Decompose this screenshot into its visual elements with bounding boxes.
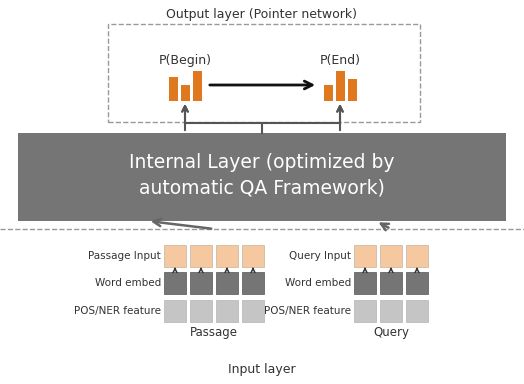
FancyBboxPatch shape bbox=[180, 85, 190, 101]
FancyBboxPatch shape bbox=[216, 245, 238, 267]
FancyBboxPatch shape bbox=[164, 245, 186, 267]
FancyBboxPatch shape bbox=[216, 272, 238, 294]
Text: POS/NER feature: POS/NER feature bbox=[74, 306, 161, 316]
FancyBboxPatch shape bbox=[169, 77, 178, 101]
FancyBboxPatch shape bbox=[190, 272, 212, 294]
Text: Word embed: Word embed bbox=[285, 278, 351, 288]
FancyBboxPatch shape bbox=[380, 300, 402, 322]
FancyBboxPatch shape bbox=[216, 300, 238, 322]
FancyBboxPatch shape bbox=[192, 71, 202, 101]
FancyBboxPatch shape bbox=[242, 272, 264, 294]
Text: Input layer: Input layer bbox=[228, 363, 296, 376]
FancyBboxPatch shape bbox=[335, 71, 344, 101]
FancyBboxPatch shape bbox=[164, 272, 186, 294]
FancyBboxPatch shape bbox=[380, 245, 402, 267]
FancyBboxPatch shape bbox=[406, 245, 428, 267]
FancyBboxPatch shape bbox=[190, 245, 212, 267]
FancyBboxPatch shape bbox=[347, 79, 356, 101]
Text: Word embed: Word embed bbox=[95, 278, 161, 288]
Text: POS/NER feature: POS/NER feature bbox=[264, 306, 351, 316]
Text: Output layer (Pointer network): Output layer (Pointer network) bbox=[167, 8, 357, 21]
FancyBboxPatch shape bbox=[242, 245, 264, 267]
FancyBboxPatch shape bbox=[18, 133, 506, 221]
FancyBboxPatch shape bbox=[354, 300, 376, 322]
FancyBboxPatch shape bbox=[164, 300, 186, 322]
Text: Query Input: Query Input bbox=[289, 251, 351, 261]
FancyBboxPatch shape bbox=[190, 300, 212, 322]
FancyBboxPatch shape bbox=[406, 300, 428, 322]
Text: Query: Query bbox=[373, 326, 409, 339]
Text: Passage: Passage bbox=[190, 326, 238, 339]
FancyBboxPatch shape bbox=[406, 272, 428, 294]
FancyBboxPatch shape bbox=[323, 85, 333, 101]
FancyBboxPatch shape bbox=[354, 245, 376, 267]
FancyBboxPatch shape bbox=[242, 300, 264, 322]
FancyBboxPatch shape bbox=[380, 272, 402, 294]
Text: P(Begin): P(Begin) bbox=[158, 54, 212, 67]
FancyBboxPatch shape bbox=[354, 272, 376, 294]
Text: Internal Layer (optimized by
automatic QA Framework): Internal Layer (optimized by automatic Q… bbox=[129, 153, 395, 197]
Text: P(End): P(End) bbox=[320, 54, 361, 67]
Text: Passage Input: Passage Input bbox=[88, 251, 161, 261]
